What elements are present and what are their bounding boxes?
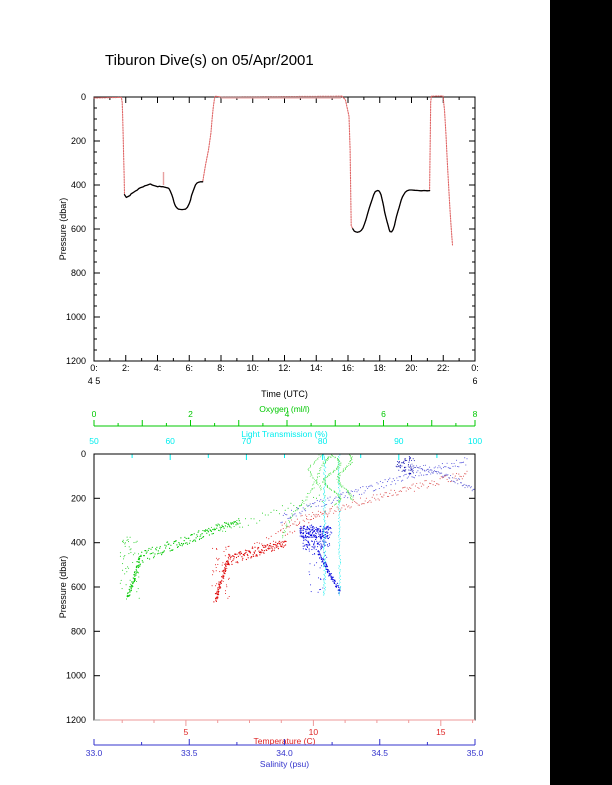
svg-text:33.0: 33.0 xyxy=(86,748,103,758)
svg-text:20:: 20: xyxy=(405,363,418,373)
svg-text:15: 15 xyxy=(436,727,446,737)
svg-text:34.0: 34.0 xyxy=(276,748,293,758)
svg-text:100: 100 xyxy=(468,436,482,446)
svg-text:90: 90 xyxy=(394,436,404,446)
svg-text:Pressure (dbar): Pressure (dbar) xyxy=(58,556,68,619)
svg-text:4 5: 4 5 xyxy=(88,376,101,386)
svg-text:0: 0 xyxy=(81,449,86,459)
svg-text:14:: 14: xyxy=(310,363,323,373)
svg-text:8:: 8: xyxy=(217,363,225,373)
svg-text:35.0: 35.0 xyxy=(467,748,484,758)
svg-text:60: 60 xyxy=(165,436,175,446)
svg-text:Pressure (dbar): Pressure (dbar) xyxy=(58,198,68,261)
svg-text:8: 8 xyxy=(473,409,478,419)
svg-text:0:: 0: xyxy=(90,363,98,373)
svg-text:34.5: 34.5 xyxy=(371,748,388,758)
svg-text:10:: 10: xyxy=(246,363,259,373)
svg-text:16:: 16: xyxy=(342,363,355,373)
svg-text:Salinity (psu): Salinity (psu) xyxy=(260,759,309,769)
svg-text:Light Transmission (%): Light Transmission (%) xyxy=(241,429,328,439)
svg-text:5: 5 xyxy=(184,727,189,737)
svg-text:400: 400 xyxy=(71,180,86,190)
svg-text:50: 50 xyxy=(89,436,99,446)
svg-text:6:: 6: xyxy=(185,363,193,373)
svg-text:33.5: 33.5 xyxy=(181,748,198,758)
svg-text:4:: 4: xyxy=(154,363,162,373)
svg-text:22:: 22: xyxy=(437,363,450,373)
svg-text:400: 400 xyxy=(71,538,86,548)
svg-text:6: 6 xyxy=(472,376,477,386)
svg-text:2:: 2: xyxy=(122,363,130,373)
svg-text:1000: 1000 xyxy=(66,312,86,322)
svg-text:200: 200 xyxy=(71,493,86,503)
svg-text:18:: 18: xyxy=(373,363,386,373)
svg-text:6: 6 xyxy=(381,409,386,419)
svg-text:0: 0 xyxy=(92,409,97,419)
svg-text:200: 200 xyxy=(71,136,86,146)
svg-text:1200: 1200 xyxy=(66,356,86,366)
svg-text:Time (UTC): Time (UTC) xyxy=(261,389,308,399)
svg-text:600: 600 xyxy=(71,224,86,234)
svg-text:Tiburon Dive(s) on 05/Apr/2001: Tiburon Dive(s) on 05/Apr/2001 xyxy=(105,52,314,69)
svg-text:1200: 1200 xyxy=(66,715,86,725)
svg-text:800: 800 xyxy=(71,268,86,278)
svg-text:Oxygen (ml/l): Oxygen (ml/l) xyxy=(259,404,310,414)
svg-text:0: 0 xyxy=(81,92,86,102)
svg-text:12:: 12: xyxy=(278,363,291,373)
svg-text:800: 800 xyxy=(71,626,86,636)
svg-text:2: 2 xyxy=(188,409,193,419)
svg-text:1000: 1000 xyxy=(66,671,86,681)
svg-text:600: 600 xyxy=(71,582,86,592)
svg-text:0:: 0: xyxy=(471,363,479,373)
